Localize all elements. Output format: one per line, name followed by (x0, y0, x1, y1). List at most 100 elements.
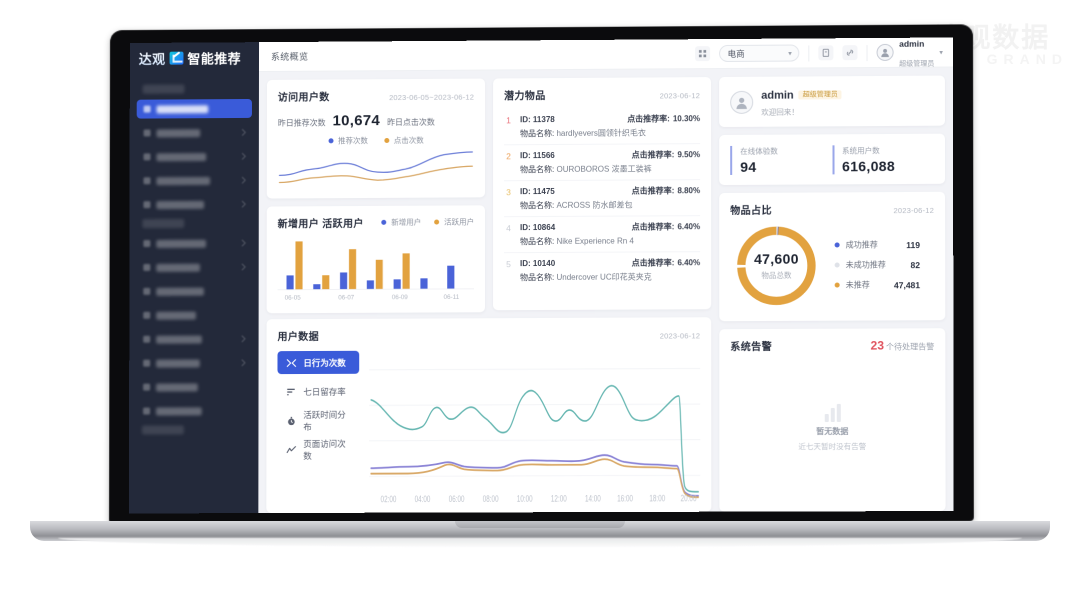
svg-text:06-11: 06-11 (444, 294, 460, 301)
empty-state: 暂无数据 近七天暂时没有告警 (730, 352, 934, 502)
kpi-value-recommend: 10,674 (332, 112, 381, 130)
card-header: 潜力物品 2023-06-12 (504, 86, 700, 102)
doc-icon[interactable] (818, 45, 834, 61)
chart-line-icon (286, 446, 297, 454)
list-item[interactable]: 1 ID: 11378 点击推荐率: 10.30% 物品名称: hardlye (504, 108, 701, 146)
item-name-value: hardlyevers圆领针织毛衣 (556, 128, 646, 138)
system-alarm-card: 系统告警 23 个待处理告警 暂无数据 近七天暂时没有告警 (719, 328, 946, 512)
sidebar-item[interactable] (136, 401, 251, 420)
list-item[interactable]: 3 ID: 11475 点击推荐率: 8.80% 物品名称: ACROSS 防 (504, 180, 701, 218)
item-name-label: 物品名称: (520, 164, 555, 175)
new-active-users-bar-chart: 06-05 06-07 06-09 06-11 (278, 234, 475, 305)
card-date: 2023-06-12 (893, 205, 935, 216)
legend-value: 47,481 (893, 279, 921, 290)
legend-label: 成功推荐 (845, 240, 878, 250)
card-header: 访问用户数 2023-06-05~2023-06-12 (278, 88, 474, 103)
laptop-base (30, 521, 1050, 541)
item-body: ID: 10140 点击推荐率: 6.40% 物品名称: Undercover … (520, 257, 700, 283)
sidebar-item-active[interactable] (136, 98, 252, 119)
tab-daily-behavior[interactable]: 日行为次数 (277, 350, 360, 375)
item-name-value: Nike Experience Rn 4 (556, 236, 634, 246)
kpi-row: 昨日推荐次数 10,674 昨日点击次数 (278, 112, 474, 130)
item-name-value: OUROBOROS 泼墨工装裤 (556, 164, 652, 174)
ratio-body: 47,600 物品总数 成功推荐 119 (730, 218, 934, 312)
status-badge: 超级管理员 (798, 90, 842, 100)
sidebar-item[interactable] (137, 147, 252, 167)
svg-text:18:00: 18:00 (649, 493, 665, 503)
brand-product: 智能推荐 (187, 50, 242, 67)
tab-label: 活跃时间分布 (303, 409, 346, 432)
sidebar-item-label (156, 287, 204, 296)
item-id-value: 10140 (532, 258, 556, 269)
card-title: 潜力物品 (504, 91, 546, 103)
sidebar-item-icon (143, 287, 151, 295)
card-header: 用户数据 2023-06-12 (278, 326, 701, 343)
sidebar-item[interactable] (136, 329, 251, 348)
sidebar-item[interactable] (136, 281, 251, 301)
item-rank: 5 (506, 259, 511, 270)
bars-icon (287, 388, 296, 396)
chevron-right-icon (238, 239, 246, 247)
empty-title: 暂无数据 (816, 426, 849, 436)
content-left-column: 访问用户数 2023-06-05~2023-06-12 昨日推荐次数 10,67… (266, 77, 712, 514)
item-rate-value: 6.40% (677, 222, 701, 232)
sidebar-item[interactable] (137, 195, 252, 215)
item-line-id: ID: 10140 点击推荐率: 6.40% (520, 257, 700, 269)
list-item[interactable]: 2 ID: 11566 点击推荐率: 9.50% 物品名称: OUROBORO (504, 144, 701, 182)
item-rate-value: 9.50% (677, 150, 701, 160)
donut-legend: 成功推荐 119 未成功推荐 82 (823, 239, 935, 291)
sidebar-item-icon (143, 201, 151, 209)
environment-select[interactable]: 电商 ▾ (719, 44, 800, 63)
stats-row: 在线体验数 94 系统用户数 616,088 (730, 144, 935, 175)
welcome-card: admin 超级管理员 欢迎回来！ (719, 75, 945, 128)
tab-active-time-distribution[interactable]: 活跃时间分布 (277, 409, 359, 432)
svg-text:06-07: 06-07 (338, 294, 355, 301)
user-menu[interactable]: admin 超级管理员 ▾ (877, 37, 943, 70)
legend-label: 未成功推荐 (845, 260, 886, 270)
tab-label: 页面访问次数 (303, 438, 346, 461)
sidebar-item[interactable] (136, 234, 251, 254)
tab-page-visits[interactable]: 页面访问次数 (277, 438, 359, 461)
avatar-icon (730, 90, 754, 114)
sidebar-item[interactable] (136, 257, 251, 277)
item-rank: 4 (506, 223, 511, 234)
legend-dot (834, 242, 840, 248)
svg-text:20:00: 20:00 (681, 493, 697, 503)
sidebar-item[interactable] (136, 353, 251, 372)
tab-seven-day-retention[interactable]: 七日留存率 (277, 380, 359, 403)
item-rate-label: 点击推荐率: (631, 186, 675, 196)
sidebar-item-icon (143, 335, 151, 343)
card-header: 物品占比 2023-06-12 (730, 201, 934, 217)
list-item[interactable]: 5 ID: 10140 点击推荐率: 6.40% 物品名称: Undercov (504, 252, 700, 288)
item-list: 1 ID: 11378 点击推荐率: 10.30% 物品名称: hardlye (504, 108, 700, 288)
legend-label: 活跃用户 (444, 217, 475, 227)
left-inner-column: 访问用户数 2023-06-05~2023-06-12 昨日推荐次数 10,67… (266, 78, 486, 314)
user-role: 超级管理员 (899, 60, 935, 68)
brand-logo[interactable]: 达观 智能推荐 (129, 42, 260, 73)
link-icon[interactable] (842, 45, 858, 61)
sidebar-item[interactable] (137, 123, 252, 143)
legend-dot (383, 137, 389, 144)
avatar-icon (877, 43, 895, 61)
welcome-subtitle: 欢迎回来！ (761, 107, 799, 117)
sidebar-item[interactable] (136, 377, 251, 396)
svg-text:10:00: 10:00 (517, 494, 533, 504)
visit-users-card: 访问用户数 2023-06-05~2023-06-12 昨日推荐次数 10,67… (266, 78, 486, 199)
sidebar-item[interactable] (137, 171, 252, 191)
legend-value: 119 (906, 239, 921, 250)
grid-icon[interactable] (695, 46, 711, 62)
breadcrumb: 系统概览 (270, 51, 309, 62)
sidebar-item-label (155, 406, 202, 416)
item-rank: 1 (506, 115, 511, 126)
body-row: 访问用户数 2023-06-05~2023-06-12 昨日推荐次数 10,67… (128, 67, 954, 514)
sidebar-group-title (142, 84, 185, 94)
user-data-card: 用户数据 2023-06-12 日行为次数 (266, 317, 712, 514)
new-active-users-card: 新增用户 活跃用户 新增用户 活跃用户 (266, 205, 486, 314)
chevron-right-icon (238, 359, 246, 367)
stats-card: 在线体验数 94 系统用户数 616,088 (719, 133, 946, 186)
legend-item: 未推荐 47,481 (834, 279, 935, 291)
list-item[interactable]: 4 ID: 10864 点击推荐率: 6.40% 物品名称: Nike Exp (504, 216, 701, 254)
sidebar-item[interactable] (136, 305, 251, 324)
environment-value: 电商 (727, 48, 745, 59)
sidebar-item-label (156, 263, 201, 272)
